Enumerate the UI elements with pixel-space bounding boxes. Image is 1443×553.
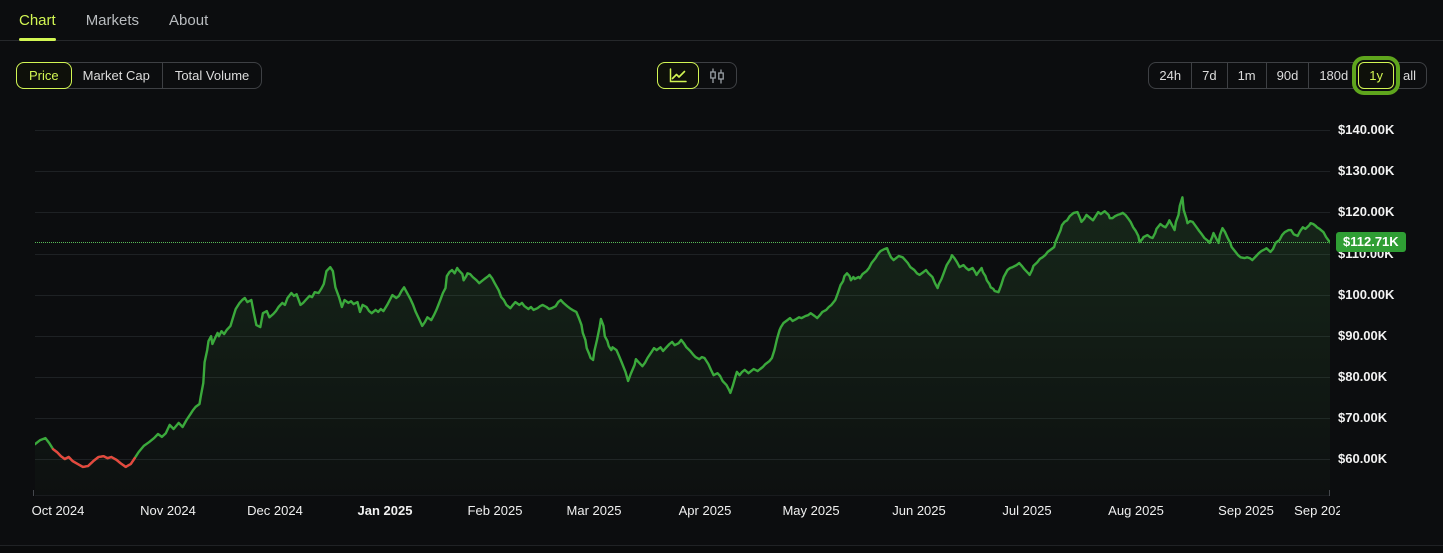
y-axis-label: $60.00K — [1338, 451, 1388, 466]
range-90d-button[interactable]: 90d — [1267, 63, 1310, 88]
x-axis-tick — [1329, 490, 1330, 496]
y-axis-label: $130.00K — [1338, 163, 1395, 178]
range-1y-button[interactable]: 1y — [1358, 62, 1394, 89]
candlestick-icon — [709, 68, 725, 84]
y-axis-label: $90.00K — [1338, 328, 1388, 343]
gridline-90k — [35, 336, 1330, 337]
bottom-strip — [0, 546, 1443, 553]
x-axis-label: Oct 2024 — [31, 503, 85, 518]
metric-toggle-group: Price Market Cap Total Volume — [16, 62, 263, 89]
price-line-series — [35, 196, 1330, 495]
range-7d-button[interactable]: 7d — [1192, 63, 1228, 88]
x-axis-label: Apr 2025 — [678, 503, 732, 518]
y-axis-label: $120.00K — [1338, 204, 1395, 219]
plot-bottom-border — [35, 495, 1330, 496]
x-axis-tick — [33, 490, 34, 496]
x-axis-label: Nov 2024 — [140, 503, 196, 518]
line-chart-icon — [669, 68, 687, 83]
current-price-badge: $112.71K — [1336, 232, 1406, 252]
y-axis-label: $100.00K — [1338, 287, 1395, 302]
y-axis-label: $70.00K — [1338, 410, 1388, 425]
market-cap-button[interactable]: Market Cap — [71, 63, 163, 88]
x-axis-label: Sep 2025 — [1218, 503, 1274, 518]
range-1m-button[interactable]: 1m — [1228, 63, 1267, 88]
tab-markets[interactable]: Markets — [85, 11, 140, 29]
gridline-130k — [35, 171, 1330, 172]
tab-bar: Chart Markets About — [0, 0, 1443, 41]
chart-type-toggle-group — [657, 62, 737, 89]
price-chart-plot[interactable] — [33, 115, 1330, 496]
tab-about[interactable]: About — [169, 11, 209, 29]
gridline-140k — [35, 130, 1330, 131]
y-axis-label: $80.00K — [1338, 369, 1388, 384]
time-range-group: 24h 7d 1m 90d 180d 1y all — [1148, 62, 1427, 89]
x-axis-label: Jan 2025 — [357, 503, 413, 518]
x-axis-label: Sep 2025 — [1294, 503, 1340, 518]
range-all-button[interactable]: all — [1402, 68, 1416, 83]
x-axis-label: Feb 2025 — [467, 503, 523, 518]
y-axis-label: $140.00K — [1338, 122, 1395, 137]
x-axis-label: Aug 2025 — [1108, 503, 1164, 518]
x-axis-label: Mar 2025 — [566, 503, 622, 518]
candlestick-view-button[interactable] — [698, 63, 736, 88]
x-axis-label: Jun 2025 — [892, 503, 946, 518]
range-180d-button[interactable]: 180d — [1309, 63, 1360, 88]
gridline-110k — [35, 254, 1330, 255]
gridline-100k — [35, 295, 1330, 296]
controls-row: Price Market Cap Total Volume 24h 7d 1m 90d 18… — [0, 62, 1443, 90]
range-24h-button[interactable]: 24h — [1149, 63, 1193, 88]
x-axis-label: Jul 2025 — [1002, 503, 1052, 518]
gridline-120k — [35, 212, 1330, 213]
line-chart-view-button[interactable] — [657, 62, 699, 89]
current-price-line — [35, 242, 1330, 243]
x-axis: Oct 2024 Nov 2024 Dec 2024 Jan 2025 Feb 2025… — [0, 503, 1340, 521]
tabs: Chart Markets About — [0, 0, 1443, 41]
bottom-divider — [0, 545, 1443, 546]
total-volume-button[interactable]: Total Volume — [174, 68, 250, 83]
price-button[interactable]: Price — [16, 62, 72, 89]
x-axis-label: May 2025 — [782, 503, 840, 518]
tab-chart[interactable]: Chart — [19, 0, 56, 41]
x-axis-label: Dec 2024 — [247, 503, 303, 518]
